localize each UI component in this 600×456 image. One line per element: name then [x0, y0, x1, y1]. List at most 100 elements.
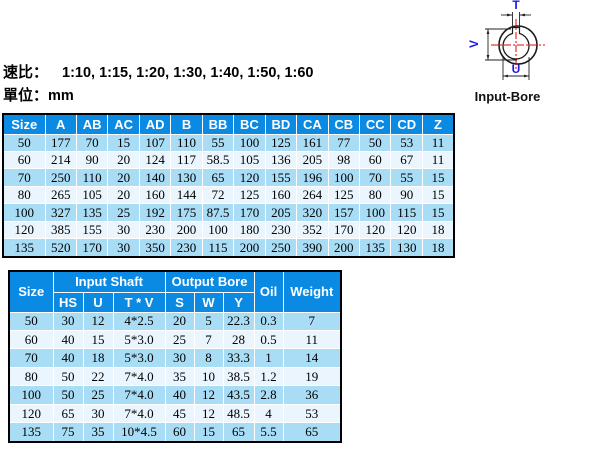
value-cell: 90 — [390, 185, 423, 205]
value-cell: 230 — [170, 238, 203, 258]
value-cell: 110 — [75, 168, 109, 187]
value-cell: 7*4.0 — [112, 403, 166, 424]
value-cell: 53 — [390, 133, 423, 152]
value-cell: 50 — [52, 385, 84, 405]
value-cell: 0.5 — [253, 329, 284, 350]
dim-U-arrow-left — [503, 74, 508, 78]
col-header-bc: BC — [233, 113, 266, 135]
value-cell: 100 — [233, 133, 266, 152]
value-cell: 22 — [82, 366, 114, 387]
table-row: 80 265 105 20 160 144 72 125 160 264 125 80 90 15 — [2, 185, 455, 205]
value-cell: 105 — [233, 150, 266, 170]
value-cell: 157 — [327, 203, 361, 222]
value-cell: 205 — [296, 150, 329, 170]
value-cell: 90 — [75, 150, 109, 170]
col-header-bd: BD — [264, 113, 298, 135]
value-cell: 175 — [170, 203, 203, 222]
value-cell: 107 — [138, 133, 172, 152]
value-cell: 12 — [193, 403, 224, 424]
value-cell: 8 — [193, 348, 224, 368]
value-cell: 48.5 — [222, 403, 255, 424]
value-cell: 120 — [233, 168, 266, 187]
table-row: 50 177 70 15 107 110 55 100 125 161 77 50 53 11 — [2, 133, 455, 152]
ratio-values: 1:10, 1:15, 1:20, 1:30, 1:40, 1:50, 1:60 — [62, 65, 314, 81]
value-cell: 115 — [390, 203, 423, 222]
value-cell: 7*4.0 — [112, 385, 166, 405]
col-header-w: W — [193, 291, 224, 313]
col-header-cd: CD — [390, 113, 423, 135]
value-cell: 19 — [282, 366, 342, 387]
value-cell: 80 — [359, 185, 392, 205]
unit-label: 單位： — [3, 87, 49, 104]
dim-T-arrow-right — [519, 13, 525, 17]
col-header-ab: AB — [75, 113, 109, 135]
value-cell: 5*3.0 — [112, 348, 166, 368]
dim-V-arrow-bottom — [486, 55, 490, 60]
value-cell: 25 — [164, 329, 195, 350]
value-cell: 5*3.0 — [112, 329, 166, 350]
dimension-table-header: Size A AB AC AD B BB BC BD CA CB CC CD Z — [2, 113, 455, 135]
header-group-row: Size Input Shaft Output Bore Oil Weight — [8, 270, 342, 313]
value-cell: 2.8 — [253, 385, 284, 405]
col-header-bb: BB — [201, 113, 235, 135]
value-cell: 70 — [75, 133, 109, 152]
value-cell: 136 — [264, 150, 298, 170]
value-cell: 230 — [138, 220, 172, 240]
value-cell: 22.3 — [222, 311, 255, 331]
value-cell: 50 — [359, 133, 392, 152]
value-cell: 385 — [44, 220, 77, 240]
value-cell: 214 — [44, 150, 77, 170]
value-cell: 100 — [201, 220, 235, 240]
value-cell: 115 — [201, 238, 235, 258]
value-cell: 30 — [52, 311, 84, 331]
value-cell: 28 — [222, 329, 255, 350]
value-cell: 155 — [75, 220, 109, 240]
value-cell: 125 — [327, 185, 361, 205]
value-cell: 30 — [164, 348, 195, 368]
col-header-size: Size — [8, 270, 54, 313]
col-header-b: B — [170, 113, 203, 135]
value-cell: 20 — [107, 150, 140, 170]
table-row: 120 385 155 30 230 200 100 180 230 352 170 120 120 18 — [2, 220, 455, 240]
value-cell: 45 — [164, 403, 195, 424]
value-cell: 40 — [164, 385, 195, 405]
size-cell: 100 — [2, 203, 46, 222]
value-cell: 98 — [327, 150, 361, 170]
value-cell: 120 — [390, 220, 423, 240]
unit-line: 單位： mm — [3, 84, 74, 105]
value-cell: 43.5 — [222, 385, 255, 405]
value-cell: 1.2 — [253, 366, 284, 387]
value-cell: 124 — [138, 150, 172, 170]
col-header-u: U — [82, 291, 114, 313]
header-sub-row: HS U T * V S W Y — [9, 291, 341, 313]
dim-T-label: T — [512, 0, 520, 12]
value-cell: 250 — [44, 168, 77, 187]
value-cell: 200 — [170, 220, 203, 240]
value-cell: 35 — [164, 366, 195, 387]
value-cell: 75 — [52, 422, 84, 443]
value-cell: 520 — [44, 238, 77, 258]
table-row: 60 40 15 5*3.0 25 7 28 0.5 11 — [8, 329, 342, 350]
keyway-outline — [511, 26, 521, 34]
value-cell: 161 — [296, 133, 329, 152]
value-cell: 250 — [264, 238, 298, 258]
value-cell: 11 — [421, 133, 455, 152]
value-cell: 12 — [82, 311, 114, 331]
value-cell: 65 — [282, 422, 342, 443]
value-cell: 40 — [52, 348, 84, 368]
value-cell: 125 — [264, 133, 298, 152]
value-cell: 77 — [327, 133, 361, 152]
value-cell: 15 — [193, 422, 224, 443]
size-cell: 70 — [2, 168, 46, 187]
input-bore-diagram: T V U Input-Bore — [467, 0, 545, 104]
value-cell: 18 — [82, 348, 114, 368]
value-cell: 200 — [233, 238, 266, 258]
value-cell: 140 — [138, 168, 172, 187]
value-cell: 160 — [138, 185, 172, 205]
col-header-y: Y — [222, 291, 255, 313]
value-cell: 5.5 — [253, 422, 284, 443]
value-cell: 200 — [327, 238, 361, 258]
dim-T-arrow-left — [507, 13, 513, 17]
value-cell: 120 — [359, 220, 392, 240]
value-cell: 155 — [264, 168, 298, 187]
